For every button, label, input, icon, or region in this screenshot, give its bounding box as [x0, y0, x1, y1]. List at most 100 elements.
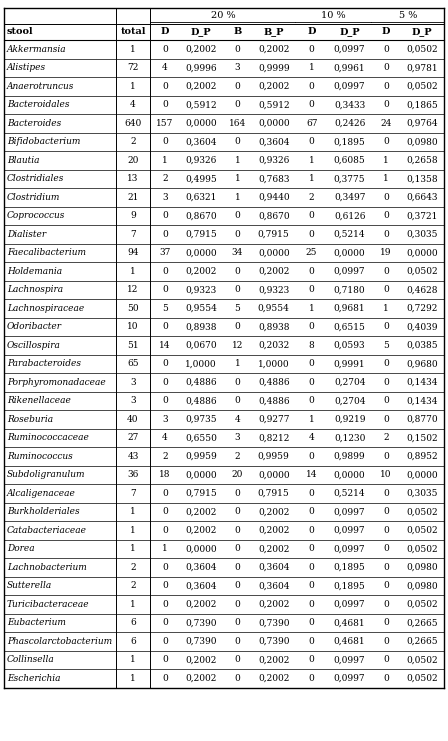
- Text: 0,9764: 0,9764: [406, 119, 438, 127]
- Text: 2: 2: [162, 174, 168, 183]
- Text: 0: 0: [162, 230, 168, 239]
- Text: 10: 10: [380, 471, 392, 479]
- Text: 7: 7: [130, 230, 136, 239]
- Text: 0: 0: [383, 415, 389, 424]
- Text: Bacteroides: Bacteroides: [7, 119, 61, 127]
- Text: 0: 0: [309, 526, 314, 535]
- Text: 3: 3: [130, 378, 136, 387]
- Text: 1: 1: [309, 63, 314, 73]
- Text: 4: 4: [309, 433, 314, 442]
- Text: 20: 20: [232, 471, 243, 479]
- Text: 0,1895: 0,1895: [334, 562, 366, 572]
- Text: 3: 3: [162, 193, 168, 202]
- Text: 0,0502: 0,0502: [406, 267, 438, 276]
- Text: Eubacterium: Eubacterium: [7, 618, 66, 627]
- Text: 2: 2: [235, 452, 240, 461]
- Text: D_P: D_P: [191, 27, 211, 36]
- Text: 0: 0: [309, 378, 314, 387]
- Text: B_P: B_P: [263, 27, 284, 36]
- Text: 5: 5: [162, 304, 168, 313]
- Text: 0: 0: [309, 544, 314, 554]
- Text: Phascolarctobacterium: Phascolarctobacterium: [7, 637, 112, 645]
- Text: 94: 94: [127, 248, 139, 257]
- Text: 0,2002: 0,2002: [185, 655, 217, 664]
- Text: D: D: [161, 27, 169, 36]
- Text: 0,0502: 0,0502: [406, 674, 438, 682]
- Text: 8: 8: [309, 341, 314, 350]
- Text: 0,0502: 0,0502: [406, 44, 438, 54]
- Text: 0,1895: 0,1895: [334, 137, 366, 146]
- Text: 0: 0: [234, 44, 240, 54]
- Text: 640: 640: [125, 119, 142, 127]
- Text: 0: 0: [234, 581, 240, 591]
- Text: 1: 1: [309, 304, 314, 313]
- Text: 0,2002: 0,2002: [258, 82, 289, 90]
- Text: 0,1865: 0,1865: [406, 100, 438, 109]
- Text: 0,1230: 0,1230: [334, 433, 365, 442]
- Text: 0,2002: 0,2002: [258, 544, 289, 554]
- Text: Lachnobacterium: Lachnobacterium: [7, 562, 87, 572]
- Text: Lachnospira: Lachnospira: [7, 285, 63, 294]
- Text: 0: 0: [383, 63, 389, 73]
- Text: 13: 13: [127, 174, 139, 183]
- Text: 2: 2: [130, 581, 136, 591]
- Text: 0,0502: 0,0502: [406, 655, 438, 664]
- Text: 0,6085: 0,6085: [334, 156, 366, 165]
- Text: 0,2426: 0,2426: [334, 119, 365, 127]
- Text: 1: 1: [234, 193, 240, 202]
- Text: 1: 1: [234, 174, 240, 183]
- Text: Subdoligranulum: Subdoligranulum: [7, 471, 86, 479]
- Text: 14: 14: [306, 471, 318, 479]
- Text: Bacteroidales: Bacteroidales: [7, 100, 69, 109]
- Text: 0: 0: [383, 618, 389, 627]
- Text: 0,4681: 0,4681: [334, 637, 366, 645]
- Text: 0: 0: [234, 378, 240, 387]
- Text: 0: 0: [309, 489, 314, 498]
- Text: 6: 6: [130, 618, 136, 627]
- Text: 0,0502: 0,0502: [406, 526, 438, 535]
- Text: 0: 0: [162, 285, 168, 294]
- Text: 0,4628: 0,4628: [406, 285, 438, 294]
- Text: 0,2658: 0,2658: [406, 156, 438, 165]
- Text: 0: 0: [383, 489, 389, 498]
- Text: 10 %: 10 %: [321, 12, 346, 21]
- Text: 0: 0: [234, 508, 240, 516]
- Text: 0,0385: 0,0385: [406, 341, 438, 350]
- Text: 0: 0: [309, 655, 314, 664]
- Text: 0,3035: 0,3035: [406, 230, 438, 239]
- Text: 0,2002: 0,2002: [185, 526, 217, 535]
- Text: 0,1434: 0,1434: [406, 396, 438, 405]
- Text: 1: 1: [309, 174, 314, 183]
- Text: 0,9219: 0,9219: [334, 415, 366, 424]
- Text: 164: 164: [229, 119, 246, 127]
- Text: 0: 0: [383, 230, 389, 239]
- Text: 0,6515: 0,6515: [334, 322, 366, 331]
- Text: 0,2704: 0,2704: [334, 378, 366, 387]
- Text: 0,0502: 0,0502: [406, 599, 438, 609]
- Text: Collinsella: Collinsella: [7, 655, 55, 664]
- Text: 0,1358: 0,1358: [406, 174, 438, 183]
- Text: 2: 2: [130, 562, 136, 572]
- Text: 0,9735: 0,9735: [185, 415, 217, 424]
- Text: D: D: [307, 27, 316, 36]
- Text: 0: 0: [162, 82, 168, 90]
- Text: 3: 3: [235, 63, 240, 73]
- Text: 0,9959: 0,9959: [258, 452, 289, 461]
- Text: 0,0997: 0,0997: [334, 544, 366, 554]
- Text: Blautia: Blautia: [7, 156, 39, 165]
- Text: 1: 1: [309, 156, 314, 165]
- Text: 1,0000: 1,0000: [258, 359, 289, 368]
- Text: 0: 0: [383, 267, 389, 276]
- Text: 0,9326: 0,9326: [258, 156, 289, 165]
- Text: Coprococcus: Coprococcus: [7, 211, 65, 220]
- Text: 0: 0: [383, 44, 389, 54]
- Text: 0: 0: [383, 378, 389, 387]
- Text: 0,3035: 0,3035: [406, 489, 438, 498]
- Text: 0: 0: [162, 674, 168, 682]
- Text: 0: 0: [234, 137, 240, 146]
- Text: 0,5912: 0,5912: [258, 100, 289, 109]
- Text: 0,7390: 0,7390: [258, 618, 289, 627]
- Text: 0,3604: 0,3604: [258, 581, 289, 591]
- Text: 50: 50: [127, 304, 139, 313]
- Text: Odoribacter: Odoribacter: [7, 322, 62, 331]
